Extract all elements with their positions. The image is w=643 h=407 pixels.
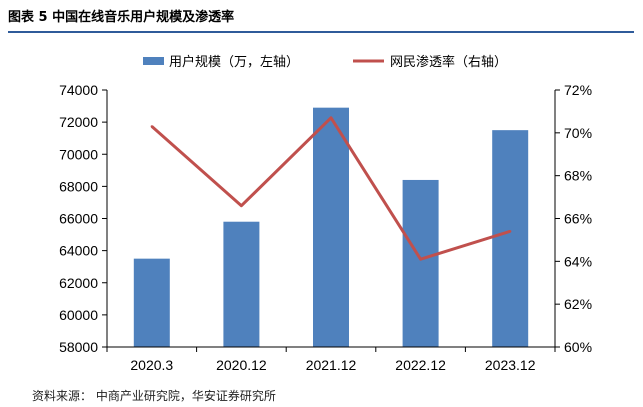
y-left-tick-label: 62000 — [59, 275, 98, 291]
legend-label-bar: 用户规模（万，左轴） — [169, 54, 299, 70]
y-right-tick-label: 72% — [564, 82, 592, 98]
source-note: 资料来源： 中商产业研究院，华安证券研究所 — [32, 389, 276, 403]
y-right-tick-label: 62% — [564, 296, 592, 312]
y-right-tick-label: 68% — [564, 168, 592, 184]
y-left-tick-label: 74000 — [59, 82, 98, 98]
y-right-tick-label: 60% — [564, 339, 592, 355]
tick-labels: 58000 60000 62000 64000 66000 68000 70000 72000… — [59, 82, 592, 373]
line-point-2020.3 — [150, 125, 153, 128]
title-rule — [8, 31, 634, 33]
y-left-tick-label: 68000 — [59, 178, 98, 194]
x-tick-label-2023.12: 2023.12 — [485, 357, 536, 373]
x-tick-label-2020.12: 2020.12 — [216, 357, 267, 373]
line-point-2023.12 — [509, 230, 512, 233]
line-point-2021.12 — [329, 116, 333, 120]
bar-2021.12 — [313, 107, 349, 347]
bar-2020.12 — [223, 221, 260, 347]
figure-title: 图表 5 中国在线音乐用户规模及渗透率 — [8, 10, 235, 25]
line-point-2020.12 — [240, 204, 243, 207]
y-left-tick-label: 66000 — [59, 211, 98, 227]
legend-swatch-bar — [143, 57, 164, 65]
bar-2020.3 — [133, 258, 170, 347]
x-tick-label-2022.12: 2022.12 — [395, 357, 446, 373]
x-tick-label-2021.12: 2021.12 — [306, 357, 357, 373]
line-series — [150, 116, 512, 261]
line-point-2022.12 — [419, 257, 422, 261]
y-left-tick-label: 60000 — [59, 307, 98, 323]
y-left-tick-label: 58000 — [59, 339, 98, 355]
legend: 用户规模（万，左轴） 网民渗透率（右轴） — [143, 54, 507, 70]
axes — [102, 89, 560, 352]
x-tick-label-2020.3: 2020.3 — [130, 357, 173, 373]
y-right-tick-label: 70% — [564, 125, 592, 141]
y-left-tick-label: 70000 — [59, 146, 98, 162]
y-right-tick-label: 64% — [564, 253, 592, 269]
bar-2023.12 — [492, 130, 529, 347]
y-right-tick-label: 66% — [564, 211, 592, 227]
bar-2022.12 — [402, 179, 439, 347]
y-left-tick-label: 72000 — [59, 114, 98, 130]
bar-series — [133, 107, 529, 347]
y-left-tick-label: 64000 — [59, 243, 98, 259]
legend-label-line: 网民渗透率（右轴） — [390, 54, 507, 70]
